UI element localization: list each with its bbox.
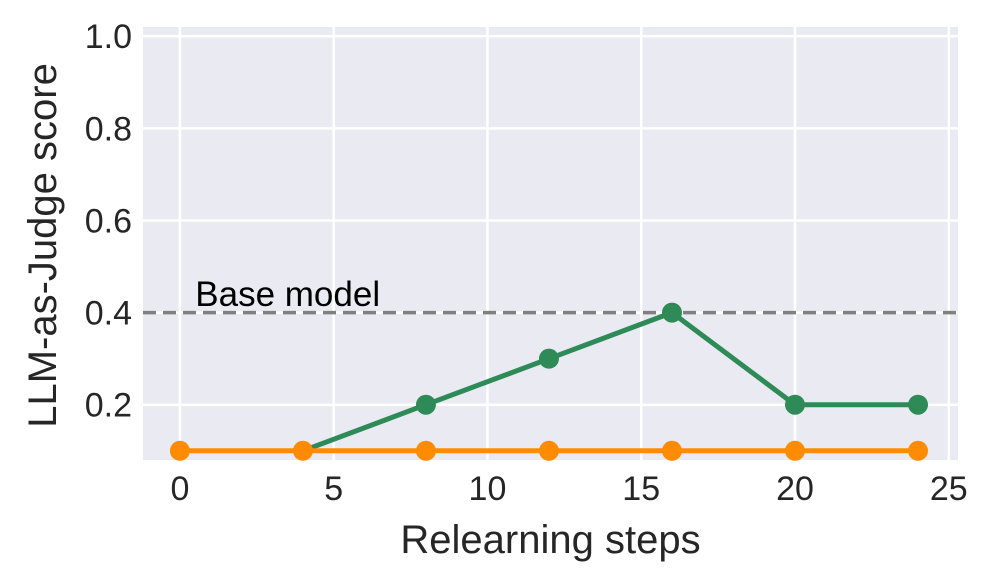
series-1-point — [785, 394, 805, 415]
series-2-point — [538, 440, 559, 461]
y-tick-label: 0.2 — [85, 387, 132, 425]
y-tick-labels: 0.2 0.4 0.6 0.8 1.0 — [85, 18, 132, 425]
y-tick-label: 0.6 — [85, 202, 132, 240]
series-2-point — [785, 440, 805, 461]
series-layer — [169, 302, 929, 461]
x-tick-label: 10 — [469, 470, 507, 508]
series-2-point — [908, 440, 929, 461]
x-tick-labels: 0 5 10 15 20 25 — [170, 470, 967, 508]
series-1-line — [300, 310, 921, 454]
y-gridlines — [143, 34, 958, 406]
y-axis-label: LLM-as-Judge score — [21, 63, 65, 428]
x-axis-label: Relearning steps — [400, 518, 700, 562]
y-tick-label: 0.4 — [85, 295, 132, 333]
series-1-point — [415, 394, 436, 415]
plot-area-background — [143, 27, 958, 460]
series-1-point — [538, 348, 559, 369]
y-tick-label: 1.0 — [85, 18, 132, 56]
x-tick-label: 20 — [776, 470, 814, 508]
x-gridlines — [178, 27, 951, 460]
reference-lines: Base model — [143, 275, 958, 315]
x-tick-label: 5 — [324, 470, 343, 508]
series-2-point — [169, 440, 190, 461]
series-2-point — [415, 440, 436, 461]
x-tick-label: 0 — [170, 470, 189, 508]
series-2 — [169, 440, 929, 461]
series-1-point — [908, 394, 929, 415]
x-tick-label: 25 — [930, 470, 968, 508]
series-1-point — [661, 302, 682, 323]
base-model-annotation: Base model — [195, 275, 380, 314]
series-2-point — [661, 440, 682, 461]
series-1 — [300, 302, 929, 454]
y-tick-label: 0.8 — [85, 110, 132, 148]
x-tick-label: 15 — [622, 470, 660, 508]
series-2-point — [292, 440, 313, 461]
